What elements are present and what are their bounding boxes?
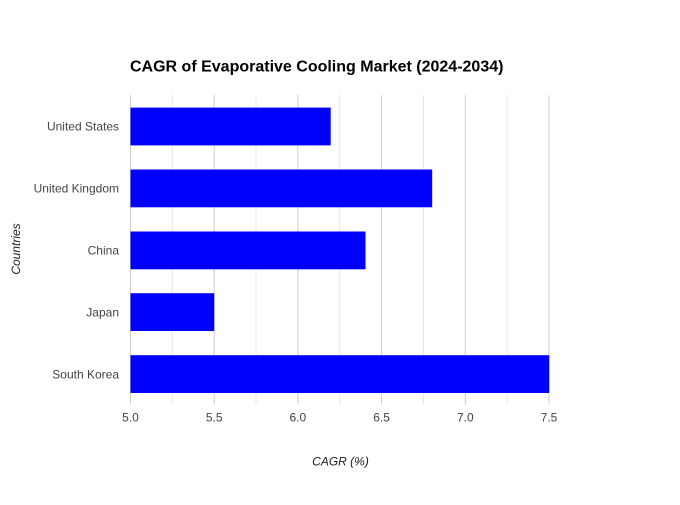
svg-text:CAGR (%): CAGR (%): [312, 455, 369, 469]
svg-text:United Kingdom: United Kingdom: [34, 182, 119, 196]
svg-text:China: China: [88, 244, 120, 258]
svg-text:5.5: 5.5: [206, 411, 223, 425]
svg-text:7.0: 7.0: [457, 411, 474, 425]
svg-text:Countries: Countries: [9, 223, 23, 274]
svg-text:United States: United States: [47, 120, 119, 134]
svg-text:7.5: 7.5: [541, 411, 558, 425]
svg-text:6.0: 6.0: [290, 411, 307, 425]
svg-text:6.5: 6.5: [373, 411, 390, 425]
svg-text:5.0: 5.0: [122, 411, 139, 425]
svg-text:Japan: Japan: [86, 306, 119, 320]
svg-text:CAGR of Evaporative Cooling Ma: CAGR of Evaporative Cooling Market (2024…: [130, 59, 503, 76]
svg-text:South Korea: South Korea: [52, 368, 119, 382]
